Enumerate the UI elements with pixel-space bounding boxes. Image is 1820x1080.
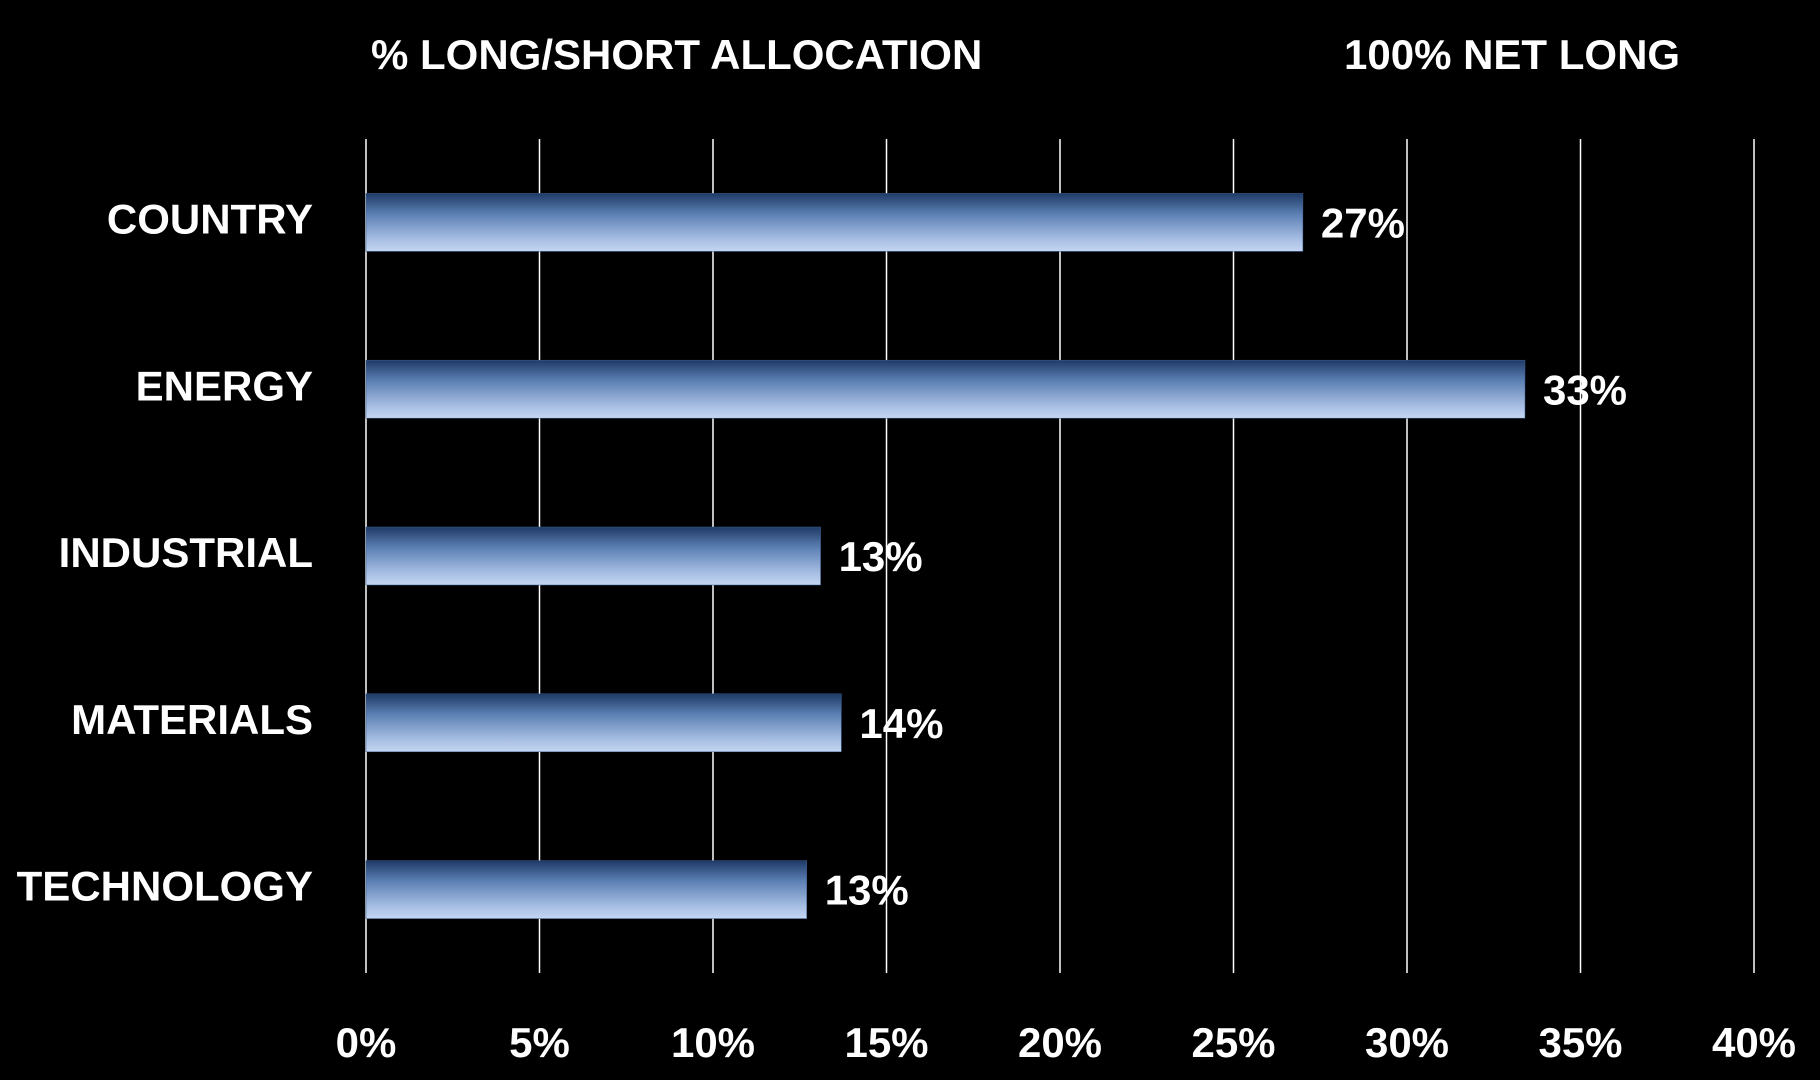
data-label: 14% [859, 700, 943, 747]
x-tick-label: 30% [1365, 1019, 1449, 1066]
bar [365, 193, 1304, 252]
x-tick-label: 40% [1712, 1019, 1796, 1066]
chart-title: % LONG/SHORT ALLOCATION [371, 31, 982, 78]
data-label: 33% [1543, 366, 1627, 413]
bar [365, 359, 1526, 419]
y-tick-label: MATERIALS [71, 696, 313, 743]
x-tick-label: 5% [509, 1019, 570, 1066]
y-tick-label: TECHNOLOGY [17, 863, 313, 910]
x-tick-label: 25% [1191, 1019, 1275, 1066]
chart-subtitle: 100% NET LONG [1344, 31, 1680, 78]
x-tick-label: 20% [1018, 1019, 1102, 1066]
bar [365, 693, 842, 753]
data-label: 13% [839, 533, 923, 580]
bar [365, 526, 821, 586]
y-tick-label: INDUSTRIAL [59, 529, 313, 576]
y-tick-label: ENERGY [136, 362, 313, 409]
bar [365, 860, 807, 919]
x-tick-label: 35% [1538, 1019, 1622, 1066]
x-tick-label: 0% [336, 1019, 397, 1066]
x-tick-label: 15% [844, 1019, 928, 1066]
y-tick-label: COUNTRY [107, 195, 313, 242]
x-tick-label: 10% [671, 1019, 755, 1066]
data-label: 27% [1321, 199, 1405, 246]
data-label: 13% [825, 867, 909, 914]
